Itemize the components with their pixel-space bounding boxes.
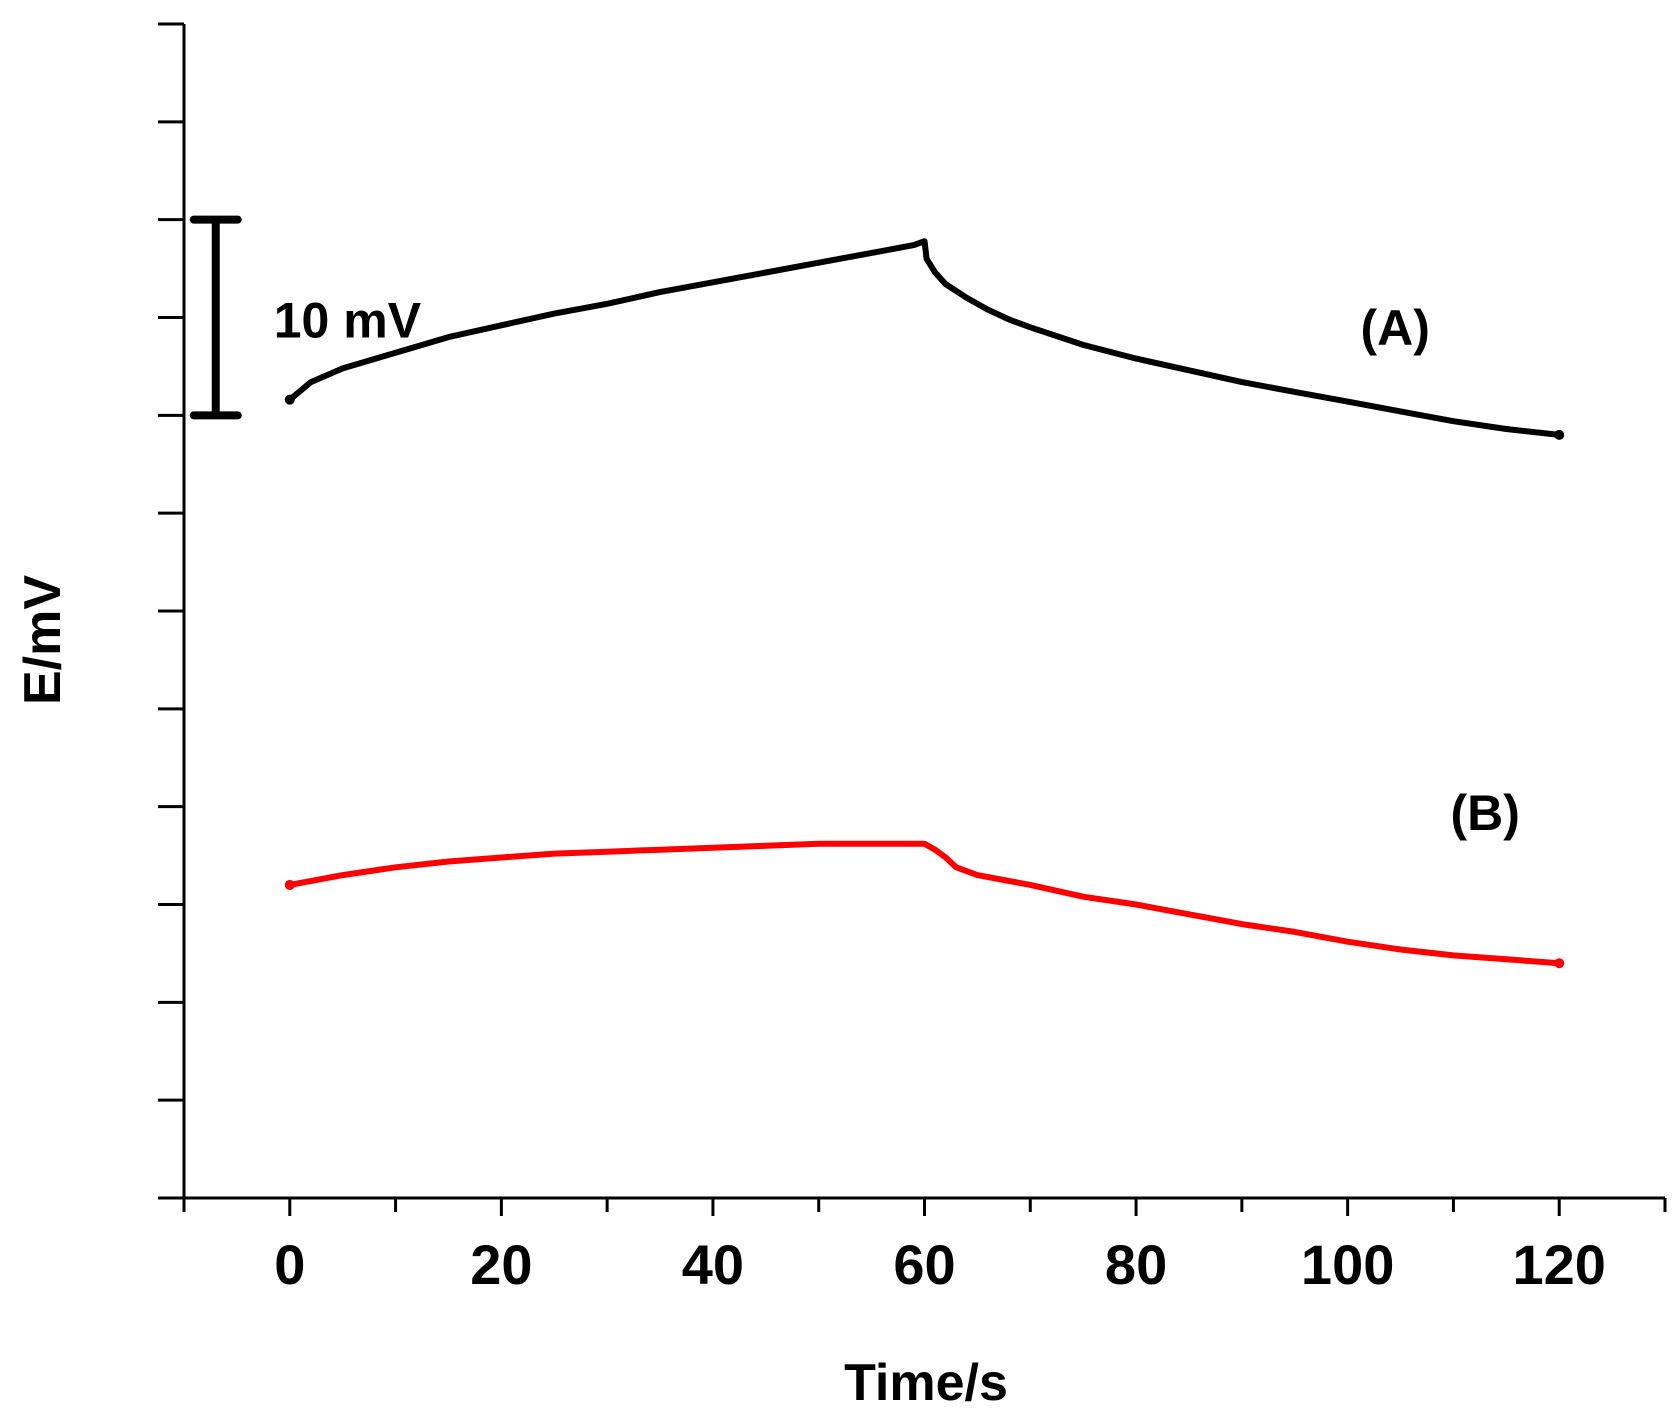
axes: 0 20 40 60 80 100 120 xyxy=(158,22,1667,1296)
series-line-b xyxy=(286,840,1563,967)
x-tick-label: 100 xyxy=(1301,1233,1394,1296)
series-line-a xyxy=(286,238,1563,438)
x-tick-label: 40 xyxy=(682,1233,744,1296)
x-tick-label: 0 xyxy=(274,1233,305,1296)
scale-bar: 10 mV xyxy=(189,215,422,420)
x-tick-label: 80 xyxy=(1105,1233,1167,1296)
series-layer xyxy=(284,238,1565,969)
series-start-point xyxy=(284,394,295,405)
y-ticks xyxy=(158,22,184,1200)
scale-bar-label: 10 mV xyxy=(274,293,422,349)
x-tick-label: 20 xyxy=(470,1233,532,1296)
series-label-a: (A) xyxy=(1361,300,1430,356)
x-tick-label: 60 xyxy=(893,1233,955,1296)
series-end-point xyxy=(1554,958,1565,969)
series-end-point xyxy=(1554,429,1565,440)
y-axis-title: E/mV xyxy=(14,575,72,705)
x-tick-label: 120 xyxy=(1512,1233,1605,1296)
x-ticks xyxy=(182,1198,1667,1216)
series-start-point xyxy=(284,879,295,890)
annotations: (A) (B) xyxy=(1361,300,1520,841)
series-label-b: (B) xyxy=(1450,785,1519,841)
x-tick-labels: 0 20 40 60 80 100 120 xyxy=(274,1233,1606,1296)
x-axis-title: Time/s xyxy=(844,1354,1008,1412)
